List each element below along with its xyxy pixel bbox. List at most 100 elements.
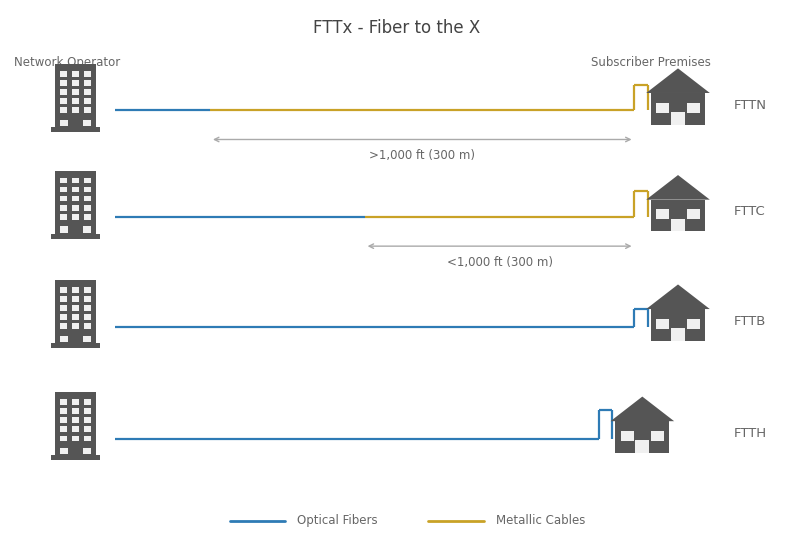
Bar	[84, 71, 91, 77]
Polygon shape	[646, 68, 710, 93]
Bar	[84, 214, 91, 220]
Bar	[84, 196, 91, 201]
Bar	[84, 305, 91, 311]
Bar	[657, 209, 669, 219]
Bar	[84, 98, 91, 104]
Bar	[59, 315, 67, 320]
Bar	[621, 430, 634, 441]
Bar	[59, 427, 67, 432]
Bar	[84, 427, 91, 432]
Bar	[59, 399, 67, 405]
Bar	[84, 80, 91, 86]
Bar	[651, 93, 705, 125]
Bar	[72, 107, 79, 113]
Bar	[72, 205, 79, 211]
Bar	[72, 214, 79, 220]
Bar	[82, 226, 91, 233]
Bar	[671, 219, 685, 231]
Bar	[72, 315, 79, 320]
Bar	[51, 234, 100, 239]
Bar	[72, 305, 79, 311]
Bar	[687, 318, 699, 329]
Bar	[55, 280, 96, 344]
Bar	[72, 196, 79, 201]
Bar	[59, 435, 67, 441]
Text: >1,000 ft (300 m): >1,000 ft (300 m)	[370, 149, 475, 162]
Bar	[59, 226, 68, 233]
Bar	[671, 112, 685, 125]
Bar	[72, 408, 79, 414]
Bar	[84, 187, 91, 193]
Bar	[59, 448, 68, 454]
Bar	[59, 196, 67, 201]
Bar	[72, 296, 79, 302]
Bar	[84, 408, 91, 414]
Bar	[59, 120, 68, 126]
Text: Network Operator: Network Operator	[14, 56, 121, 69]
Bar	[657, 102, 669, 113]
Bar	[72, 178, 79, 183]
Bar	[59, 80, 67, 86]
Bar	[84, 296, 91, 302]
Polygon shape	[646, 175, 710, 200]
Text: FTTC: FTTC	[734, 205, 765, 218]
Bar	[84, 435, 91, 441]
Bar	[59, 187, 67, 193]
Bar	[55, 393, 96, 455]
Bar	[51, 344, 100, 348]
Polygon shape	[611, 397, 674, 421]
Bar	[72, 417, 79, 423]
Bar	[84, 399, 91, 405]
Bar	[59, 305, 67, 311]
Bar	[51, 127, 100, 132]
Bar	[72, 80, 79, 86]
Bar	[59, 89, 67, 95]
Bar	[82, 336, 91, 342]
Bar	[84, 287, 91, 293]
Bar	[59, 205, 67, 211]
Bar	[59, 408, 67, 414]
Bar	[59, 417, 67, 423]
Bar	[615, 421, 669, 453]
Text: FTTB: FTTB	[734, 315, 766, 328]
Text: FTTH: FTTH	[734, 427, 767, 440]
Polygon shape	[646, 284, 710, 309]
Text: FTTx - Fiber to the X: FTTx - Fiber to the X	[313, 19, 480, 37]
Bar	[59, 296, 67, 302]
Bar	[59, 287, 67, 293]
Bar	[59, 107, 67, 113]
Bar	[55, 64, 96, 127]
Text: Optical Fibers: Optical Fibers	[297, 514, 378, 527]
Bar	[72, 287, 79, 293]
Bar	[59, 323, 67, 329]
Bar	[55, 171, 96, 234]
Bar	[59, 71, 67, 77]
Bar	[651, 430, 664, 441]
Bar	[84, 107, 91, 113]
Bar	[72, 71, 79, 77]
Bar	[51, 455, 100, 461]
Bar	[72, 435, 79, 441]
Bar	[72, 323, 79, 329]
Bar	[651, 200, 705, 231]
Bar	[59, 336, 68, 342]
Bar	[72, 98, 79, 104]
Bar	[671, 328, 685, 341]
Bar	[84, 89, 91, 95]
Bar	[687, 102, 699, 113]
Bar	[687, 209, 699, 219]
Bar	[635, 440, 649, 453]
Text: Metallic Cables: Metallic Cables	[496, 514, 585, 527]
Text: Subscriber Premises: Subscriber Premises	[591, 56, 711, 69]
Bar	[82, 448, 91, 454]
Bar	[72, 399, 79, 405]
Bar	[72, 427, 79, 432]
Bar	[72, 187, 79, 193]
Bar	[59, 214, 67, 220]
Bar	[72, 89, 79, 95]
Text: <1,000 ft (300 m): <1,000 ft (300 m)	[446, 256, 553, 269]
Bar	[82, 120, 91, 126]
Bar	[84, 315, 91, 320]
Bar	[59, 98, 67, 104]
Bar	[84, 323, 91, 329]
